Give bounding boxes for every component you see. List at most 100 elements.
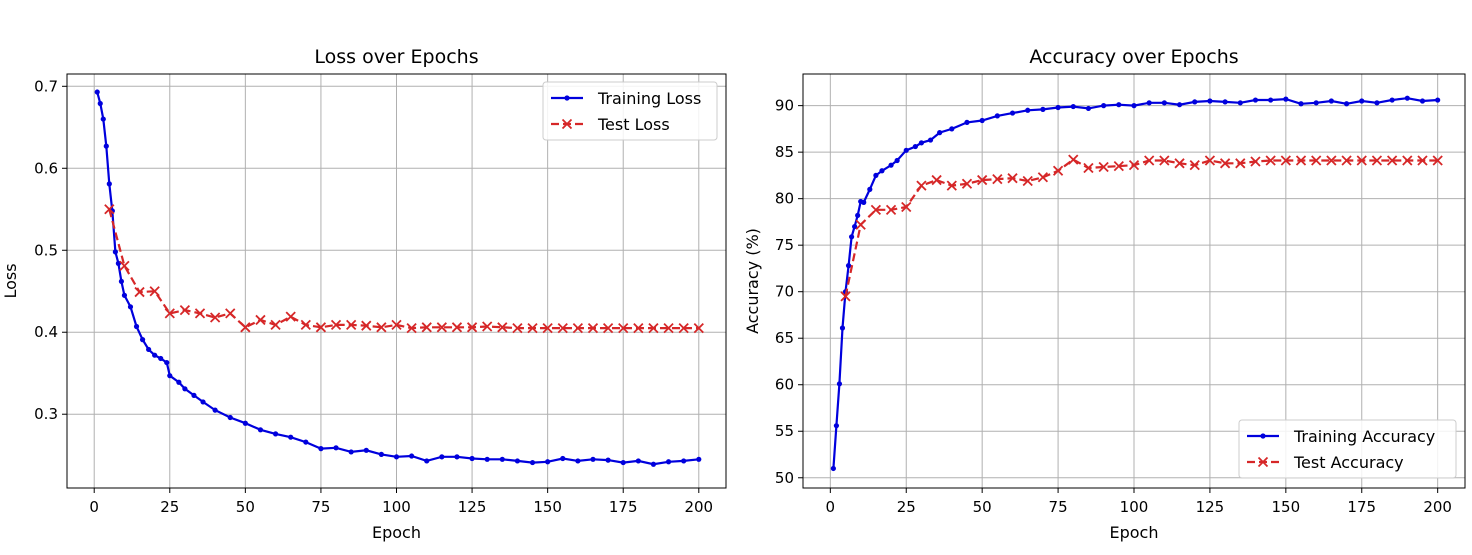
data-point: [848, 234, 855, 240]
data-point: [833, 423, 840, 429]
data-point: [527, 323, 538, 334]
data-point: [937, 130, 943, 136]
data-point: [212, 407, 218, 413]
data-point: [176, 379, 182, 385]
series-training-loss: [94, 89, 702, 467]
data-point: [1371, 155, 1383, 166]
x-tick-label: 0: [826, 498, 836, 516]
data-point: [979, 117, 985, 124]
y-tick-label: 80: [775, 190, 794, 208]
data-point: [1374, 100, 1380, 106]
data-point: [242, 420, 248, 426]
data-point: [164, 308, 175, 319]
data-point: [179, 304, 191, 316]
data-point: [542, 323, 553, 334]
legend-entry: Test Loss: [551, 115, 670, 134]
data-point: [1432, 155, 1443, 166]
data-point: [1235, 158, 1246, 169]
data-point: [977, 174, 988, 186]
data-point: [1070, 103, 1076, 110]
plot-frame: [802, 73, 1466, 489]
data-point: [681, 458, 687, 464]
data-point: [1268, 97, 1274, 103]
data-point: [587, 323, 599, 334]
data-point: [545, 459, 551, 465]
data-point: [1040, 106, 1046, 112]
data-point: [870, 204, 882, 215]
data-point: [315, 322, 327, 333]
data-point: [1326, 155, 1337, 166]
y-tick-label: 0.5: [34, 241, 58, 259]
data-point: [300, 319, 311, 330]
data-point: [602, 323, 614, 334]
data-point: [830, 465, 836, 472]
data-point: [421, 322, 432, 333]
data-point: [1037, 172, 1049, 183]
data-point: [1192, 99, 1198, 105]
data-point: [885, 204, 897, 215]
chart-2: 0 25 50 75 100 125 150 175 200 50 55 60 65 70 75 80 85 90…: [743, 46, 1466, 542]
data-point: [303, 439, 309, 445]
data-point: [454, 454, 460, 460]
y-tick-label: 90: [775, 97, 794, 115]
data-point: [512, 323, 523, 334]
data-point: [931, 174, 942, 186]
data-point: [1435, 97, 1441, 103]
x-tick-label: 75: [1049, 498, 1068, 516]
data-point: [633, 323, 644, 334]
data-point: [1356, 155, 1367, 166]
data-point: [1237, 100, 1243, 106]
x-axis-ticks: 0 25 50 75 100 125 150 175 200: [826, 488, 1452, 516]
legend-marker: [1260, 433, 1266, 439]
data-point: [590, 456, 596, 462]
data-point: [1144, 155, 1155, 166]
data-point: [620, 459, 626, 466]
data-point: [225, 308, 236, 319]
x-tick-label: 200: [1423, 498, 1452, 516]
data-point: [1222, 99, 1228, 105]
series-line: [844, 158, 1438, 297]
data-point: [191, 392, 197, 398]
legend-marker: [561, 118, 573, 130]
data-point: [1085, 105, 1092, 112]
data-point: [1146, 100, 1152, 106]
data-point: [139, 337, 146, 343]
data-point: [1219, 158, 1231, 169]
data-point: [391, 319, 402, 330]
data-point: [845, 263, 852, 269]
legend-box: [542, 81, 718, 141]
data-point: [361, 320, 372, 331]
data-point: [194, 308, 206, 319]
data-point: [605, 457, 611, 463]
data-point: [648, 323, 659, 334]
data-point: [1311, 155, 1322, 166]
data-point: [149, 286, 160, 297]
data-point: [363, 447, 369, 453]
data-point: [1207, 98, 1213, 104]
y-tick-label: 55: [775, 422, 794, 440]
x-tick-label: 100: [1120, 498, 1149, 516]
data-point: [663, 323, 674, 334]
x-tick-label: 125: [1196, 498, 1225, 516]
data-point: [961, 178, 973, 189]
data-point: [424, 458, 430, 464]
y-axis-label: Accuracy (%): [743, 228, 762, 334]
data-point: [1176, 102, 1183, 108]
legend-label: Test Accuracy: [1293, 453, 1404, 472]
legend: Training Accuracy Test Accuracy: [1238, 419, 1457, 479]
x-tick-label: 175: [609, 498, 638, 516]
data-point: [949, 126, 955, 132]
data-point: [1402, 155, 1413, 166]
data-point: [134, 286, 145, 298]
data-point: [257, 427, 264, 433]
data-point: [1161, 100, 1167, 106]
legend: Training Loss Test Loss: [542, 81, 718, 141]
y-tick-label: 75: [775, 236, 794, 254]
data-point: [376, 322, 387, 333]
data-point: [1341, 155, 1352, 166]
data-point: [330, 319, 342, 330]
legend-label: Training Accuracy: [1293, 427, 1435, 446]
x-tick-label: 125: [458, 498, 487, 516]
chart-title: Loss over Epochs: [314, 46, 478, 68]
data-point: [873, 172, 879, 179]
